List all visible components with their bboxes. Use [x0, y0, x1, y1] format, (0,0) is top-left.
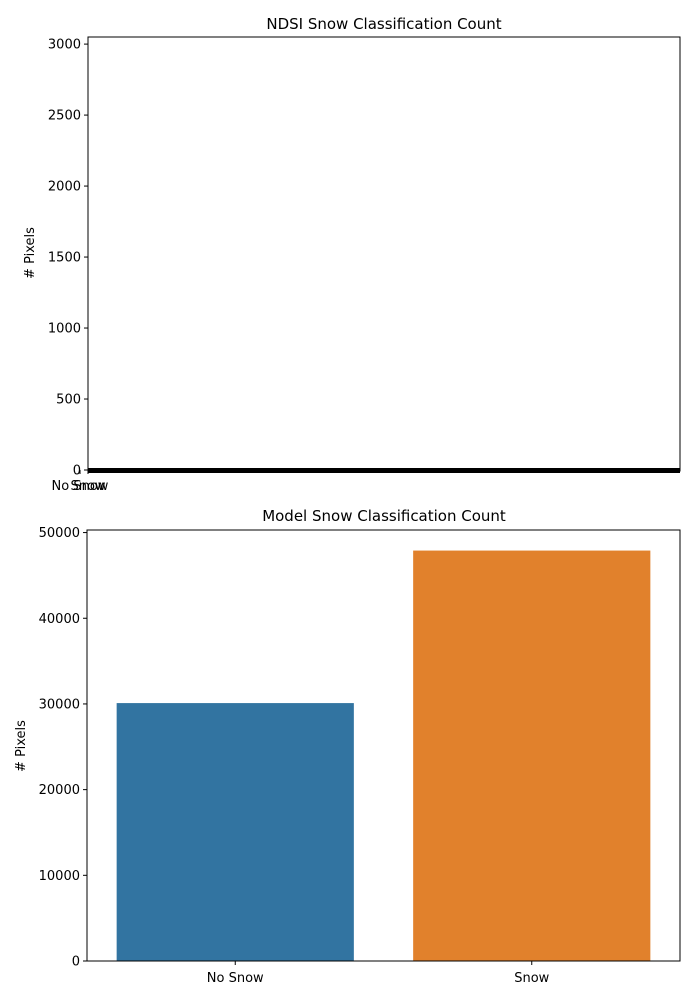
ndsi-y-tick-label: 500 [56, 393, 81, 408]
model-bar [116, 703, 354, 961]
ndsi-y-tick-label: 3000 [48, 38, 81, 53]
ndsi-chart-title: NDSI Snow Classification Count [266, 15, 501, 33]
ndsi-y-ticks: 0 500 1000 1500 2000 2500 3000 [48, 38, 88, 479]
ndsi-y-tick-label: 2500 [48, 109, 81, 124]
ndsi-y-axis-label: # Pixels [23, 227, 38, 279]
model-x-ticks: No Snow Snow [207, 961, 550, 986]
model-x-tick-label: No Snow [207, 971, 264, 986]
ndsi-plot-frame [87, 36, 681, 472]
model-bars [116, 550, 651, 961]
model-y-tick-label: 0 [72, 955, 80, 970]
model-chart-title: Model Snow Classification Count [262, 507, 506, 525]
model-y-axis-label: # Pixels [14, 720, 29, 772]
ndsi-y-tick-label: 2000 [48, 180, 81, 195]
ndsi-y-tick-label: 1000 [48, 322, 81, 337]
model-y-ticks: 0 10000 20000 30000 40000 50000 [39, 526, 87, 970]
ndsi-x-tick-label: No Snow [52, 479, 109, 494]
model-y-tick-label: 50000 [39, 526, 80, 541]
model-x-tick-label: Snow [514, 971, 549, 986]
ndsi-y-tick-label: 1500 [48, 251, 81, 266]
model-plot-frame [86, 529, 681, 962]
model-y-tick-label: 30000 [39, 697, 80, 712]
ndsi-x-tick-label: Snow [70, 479, 105, 494]
model-y-tick-label: 10000 [39, 869, 80, 884]
model-chart: Model Snow Classification Count # Pixels… [14, 507, 681, 986]
model-y-tick-label: 40000 [39, 612, 80, 627]
ndsi-chart: NDSI Snow Classification Count # Pixels … [23, 15, 681, 494]
model-y-tick-label: 20000 [39, 783, 80, 798]
model-bar [413, 550, 651, 961]
ndsi-y-tick-label: 0 [73, 464, 81, 479]
